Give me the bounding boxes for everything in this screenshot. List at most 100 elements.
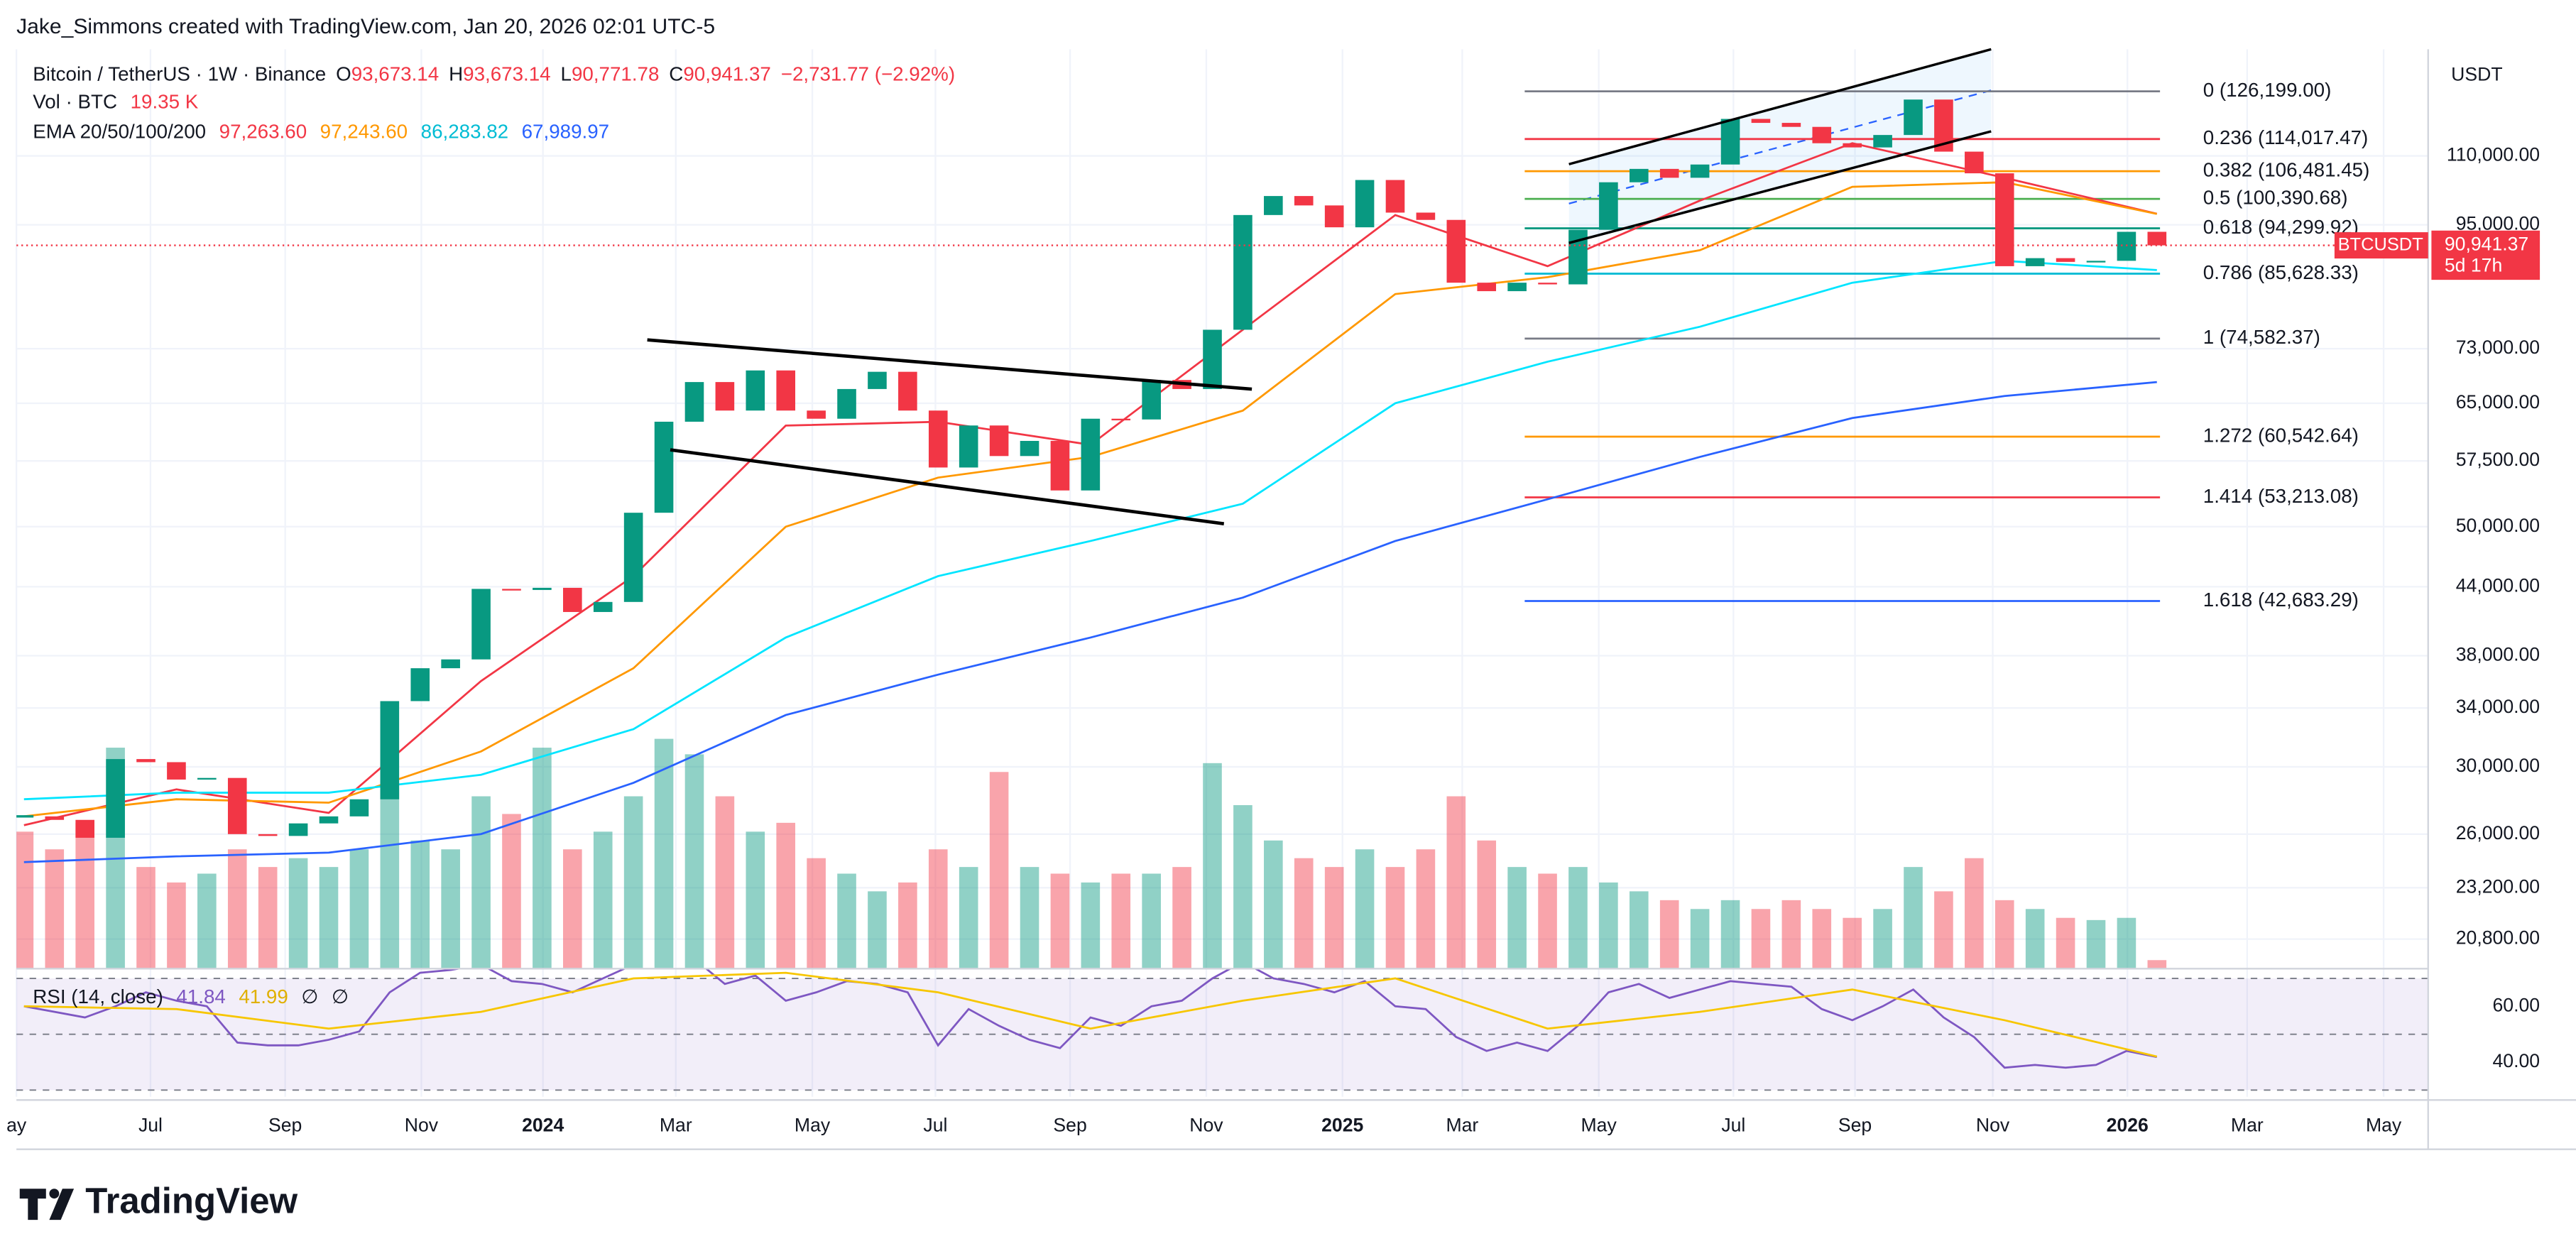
y-tick-label: 23,200.00 <box>2456 875 2540 897</box>
rsi-band-fill <box>16 978 2428 1091</box>
fib-label: 0.236 (114,017.47) <box>2203 126 2369 148</box>
candle-body <box>533 587 552 590</box>
x-tick-label: Nov <box>405 1114 439 1135</box>
candle-body <box>1659 168 1679 178</box>
candle-body <box>1965 151 1984 174</box>
volume-bar <box>167 882 186 969</box>
volume-bar <box>75 822 94 969</box>
volume-bar <box>1446 796 1466 969</box>
volume-bar <box>1477 840 1497 969</box>
candle-body <box>1994 173 2014 266</box>
x-tick-label: Jul <box>1721 1114 1745 1135</box>
candle-body <box>1142 380 1161 420</box>
x-tick-label: Sep <box>268 1114 302 1135</box>
candle-body <box>1355 180 1375 228</box>
volume-bar <box>868 891 887 969</box>
candle-body <box>502 589 521 591</box>
y-tick-label: 110,000.00 <box>2447 144 2540 165</box>
volume-bar <box>776 822 796 969</box>
candle-body <box>75 819 94 838</box>
volume-bar <box>1690 909 1710 969</box>
volume-bar <box>1812 909 1832 969</box>
channel-line <box>1568 130 1992 244</box>
volume-bar <box>1050 873 1070 969</box>
y-tick-label: 38,000.00 <box>2456 644 2540 665</box>
volume-bar <box>227 849 247 969</box>
volume-bar <box>16 831 34 969</box>
x-tick-label: Jul <box>138 1114 163 1135</box>
trendline <box>647 338 1252 391</box>
rsi-extra: ∅ <box>332 985 349 1007</box>
volume-bar <box>1020 867 1039 969</box>
currency: USDT <box>2451 63 2502 84</box>
volume-bar <box>1203 763 1222 969</box>
candle-body <box>776 370 796 411</box>
volume-bar <box>1081 882 1101 969</box>
volume-bar <box>1843 917 1862 969</box>
volume-bar <box>380 780 400 969</box>
rsi-value: 41.84 <box>176 985 225 1007</box>
rsi-line <box>23 968 2158 1069</box>
volume-bar <box>1568 867 1588 969</box>
candle-body <box>1233 214 1252 330</box>
candle-body <box>898 371 917 411</box>
volume-bar <box>563 849 582 969</box>
change: −2,731.77 (−2.92%) <box>781 63 955 85</box>
candle-body <box>197 777 217 780</box>
ema-value: 67,989.97 <box>522 121 609 143</box>
ohlc-label: O <box>336 63 351 85</box>
candle-body <box>2147 231 2167 246</box>
candle-body <box>1324 205 1344 228</box>
candle-body <box>1843 143 1862 148</box>
x-tick-label: Mar <box>1446 1114 1478 1135</box>
volume-bar <box>1172 867 1191 969</box>
candle-body <box>1264 196 1283 215</box>
rsi-ma-line <box>23 971 2158 1058</box>
volume-bar <box>1965 858 1984 969</box>
candle-body <box>593 601 613 612</box>
legend-ema: EMA 20/50/100/200 97,263.60 97,243.60 86,28… <box>33 121 609 143</box>
volume-value: 19.35 K <box>131 91 199 113</box>
candle-body <box>1020 440 1039 457</box>
volume-bar <box>989 772 1009 969</box>
candle-body <box>1781 123 1801 127</box>
volume-bar <box>1385 867 1405 969</box>
x-tick-label: 2024 <box>522 1114 564 1135</box>
credit: Jake_Simmons created with TradingView.co… <box>16 15 715 38</box>
candle-body <box>410 668 430 701</box>
rsi-name: RSI (14, close) <box>33 985 163 1007</box>
candle-body <box>2117 231 2136 261</box>
y-tick-label: 65,000.00 <box>2456 391 2540 413</box>
volume-bar <box>136 867 155 969</box>
ema-value: 86,283.82 <box>421 121 508 143</box>
volume-bar <box>502 814 521 969</box>
y-tick-label: 44,000.00 <box>2456 574 2540 596</box>
y-tick-label: 26,000.00 <box>2456 822 2540 843</box>
volume-bar <box>1781 900 1801 969</box>
volume-bar <box>654 738 674 969</box>
rsi-extra: ∅ <box>301 985 318 1007</box>
candle-body <box>623 513 643 602</box>
fib-label: 1 (74,582.37) <box>2203 326 2320 348</box>
x-tick-label: Nov <box>1189 1114 1223 1135</box>
volume-bar <box>746 831 765 969</box>
volume-bar <box>1720 900 1740 969</box>
volume-bar <box>1324 867 1344 969</box>
y-tick-label: 30,000.00 <box>2456 755 2540 776</box>
volume-bar <box>715 796 735 969</box>
symbol-tag-text: BTCUSDT <box>2338 234 2423 254</box>
x-tick-label: Sep <box>1838 1114 1872 1135</box>
symbol-tag <box>2334 232 2428 259</box>
candle-body <box>1416 212 1436 220</box>
candle-body <box>1751 119 1771 124</box>
volume-bar <box>1264 840 1283 969</box>
ohlc-value: 93,673.14 <box>463 63 550 85</box>
candle-body <box>1111 418 1131 421</box>
volume-bar <box>898 882 917 969</box>
candle-body <box>2056 258 2075 262</box>
volume-bar <box>1904 867 1923 969</box>
rsi-ma-value: 41.99 <box>239 985 288 1007</box>
candle-body <box>227 777 247 834</box>
candle-body <box>136 759 155 763</box>
